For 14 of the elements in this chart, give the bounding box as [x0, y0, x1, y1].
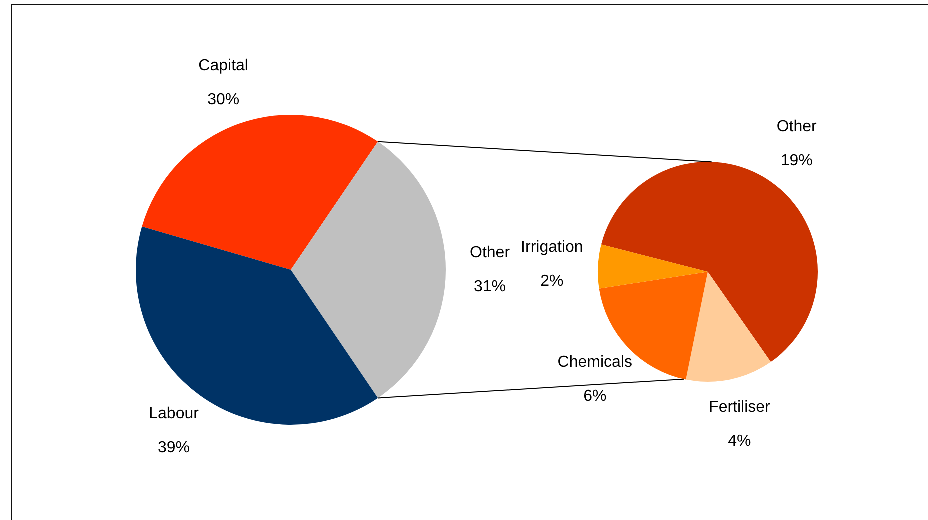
data-label: 30% — [208, 91, 240, 108]
slice-label: Other — [776, 118, 818, 136]
data-label: 39% — [158, 439, 190, 456]
data-label: 31% — [474, 278, 506, 296]
slice-label: Capital — [198, 57, 248, 74]
data-label: 4% — [728, 433, 752, 450]
slice-label: Irrigation — [521, 238, 584, 256]
data-label: 6% — [584, 388, 607, 406]
data-label: 2% — [540, 272, 564, 290]
slice-label: Labour — [149, 405, 200, 422]
slice-label: Chemicals — [558, 354, 632, 372]
slice-label: Fertiliser — [709, 399, 772, 416]
data-label: 19% — [780, 152, 813, 170]
slice-label: Other — [470, 244, 511, 262]
